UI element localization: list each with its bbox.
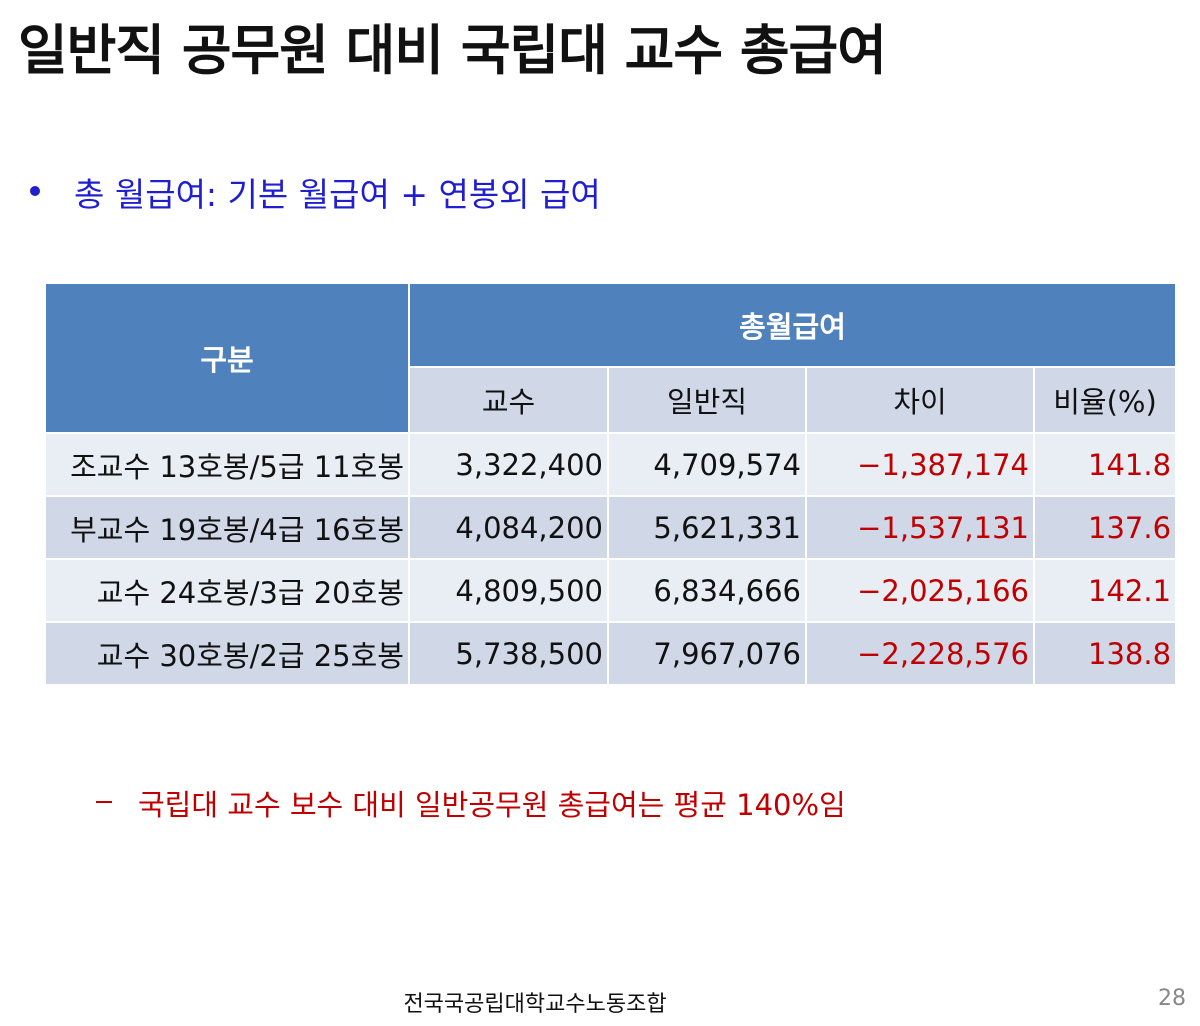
bullet-text: 총 월급여: 기본 월급여 + 연봉외 급여 <box>74 175 601 214</box>
table-cell: 3,322,400 <box>408 432 609 497</box>
note-marker <box>96 801 112 803</box>
table-cell: 4,709,574 <box>607 432 807 497</box>
table-cell: 141.8 <box>1032 432 1178 497</box>
table-cell: 5,738,500 <box>408 621 609 686</box>
header-cell: 비율(%) <box>1032 366 1178 434</box>
header-cell: 구분 <box>44 282 410 434</box>
table-row: 조교수 13호봉/5급 11호봉 3,322,400 4,709,574 −1,387… <box>44 432 1178 497</box>
table-cell: −2,025,166 <box>805 558 1035 623</box>
table-row: 교수 30호봉/2급 25호봉 5,738,500 7,967,076 −2,228,… <box>44 621 1178 686</box>
header-row: 구분 총월급여 <box>44 282 1178 434</box>
table-row: 부교수 19호봉/4급 16호봉 4,084,200 5,621,331 −1,537… <box>44 495 1178 560</box>
table-cell: 교수 24호봉/3급 20호봉 <box>44 558 410 623</box>
table-cell: 조교수 13호봉/5급 11호봉 <box>44 432 410 497</box>
footer-organization: 전국국공립대학교수노동조합 <box>403 992 667 1017</box>
table-cell: −1,387,174 <box>805 432 1035 497</box>
table-cell: 138.8 <box>1032 621 1178 686</box>
table-cell: 5,621,331 <box>607 495 807 560</box>
header-row: 교수 일반직 차이 비율(%) <box>45 366 1178 434</box>
table-cell: 142.1 <box>1032 558 1178 623</box>
table-cell: 137.6 <box>1032 495 1178 560</box>
table-cell: −2,228,576 <box>805 621 1035 686</box>
table-cell: 교수 30호봉/2급 25호봉 <box>44 621 410 686</box>
bullet-marker <box>30 186 40 196</box>
title: 일반직 공무원 대비 국립대 교수 총급여 <box>18 19 887 82</box>
header-cell: 차이 <box>805 366 1035 434</box>
header-cell: 일반직 <box>607 366 807 434</box>
table-cell: 4,809,500 <box>408 558 609 623</box>
table-row: 교수 24호봉/3급 20호봉 4,809,500 6,834,666 −2,025,… <box>44 558 1178 623</box>
table-cell: −1,537,131 <box>805 495 1035 560</box>
header-cell: 교수 <box>408 366 609 434</box>
table-cell: 6,834,666 <box>607 558 807 623</box>
header-cell: 총월급여 <box>407 282 1178 368</box>
note: 국립대 교수 보수 대비 일반공무원 총급여는 평균 140%임 <box>138 788 846 822</box>
table-cell: 부교수 19호봉/4급 16호봉 <box>44 495 410 560</box>
page-number: 28 <box>1158 986 1186 1011</box>
salary-table: 구분 총월급여 교수 일반직 차이 비율(%) 조교수 13호봉/5급 11호봉 3,322,… <box>44 282 1178 686</box>
table-cell: 4,084,200 <box>408 495 609 560</box>
table-cell: 7,967,076 <box>607 621 807 686</box>
